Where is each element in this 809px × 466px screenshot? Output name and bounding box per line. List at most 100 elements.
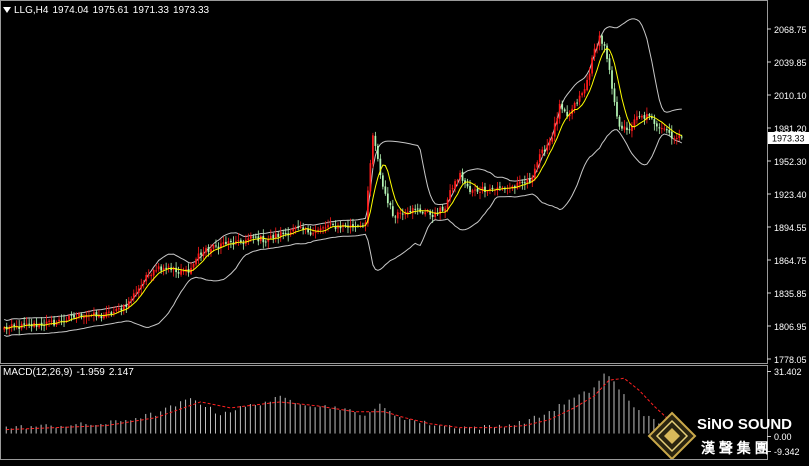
macd-main-value: -1.959 [76,367,105,378]
candle [377,143,379,162]
candle [329,217,332,228]
dropdown-triangle-icon[interactable] [3,7,11,13]
candle [294,225,297,234]
candle [670,125,673,145]
candle [638,111,641,120]
candle [132,289,135,302]
candle [130,296,133,305]
candle [391,199,394,218]
candle [523,175,526,190]
candle [337,222,339,234]
candle [182,267,185,275]
candle [401,208,404,221]
candle [122,304,125,315]
candle [536,160,539,172]
candle [429,209,432,220]
candle [215,239,217,249]
candle [611,66,613,95]
candle [481,182,484,194]
candle [202,246,205,260]
candle [678,129,681,142]
candle [548,137,551,151]
candle [404,208,407,220]
price-tick-label: 1894.55 [774,223,807,233]
candlestick-series [3,31,683,336]
candle [75,312,78,323]
candle [147,269,150,279]
candle [526,172,529,189]
candle [454,179,456,193]
candle [274,227,277,243]
candle [606,43,608,63]
candle [312,227,314,237]
candle [573,101,576,114]
candle [322,225,324,234]
candle [3,325,6,333]
macd-tick-label: 0.00 [774,432,792,442]
price-tick-label: 1864.75 [774,256,807,266]
candle [673,135,676,144]
candle [145,272,148,286]
candle [466,178,469,189]
candle [513,184,516,194]
moving-average-line [3,47,683,329]
candle [165,262,168,275]
candle [332,222,334,227]
candle [414,204,417,215]
candle [68,314,70,321]
candle [237,233,240,246]
candle [374,131,377,151]
macd-header: MACD(12,26,9) -1.959 2.147 [3,367,138,378]
candle [93,307,95,322]
candle [120,304,123,316]
candle [10,319,13,332]
candle [195,257,197,267]
candle [591,55,593,77]
candle [299,221,302,229]
candle [227,237,230,250]
candle [80,312,83,320]
price-axis: 2068.75 2039.85 2010.10 1981.20 1952.30 1923.… [767,25,809,365]
candle [125,299,128,313]
candle [456,178,459,187]
candle [381,172,384,190]
price-tick-label: 2039.85 [774,58,807,68]
candle [78,311,80,320]
chart-header: LLG,H4 1974.04 1975.61 1971.33 1973.33 [3,5,213,16]
candle [372,132,374,169]
candle [471,188,474,197]
candle [409,205,412,215]
candle [441,204,444,213]
candle [28,318,31,329]
price-tick-label: 1835.85 [774,289,807,299]
candle [588,67,591,86]
candle [225,236,227,246]
macd-tick-label: -9.342 [774,447,800,457]
candle [394,214,397,224]
candle [538,149,541,169]
candle [98,309,100,319]
price-tick-label: 1981.20 [774,124,807,134]
open-value: 1974.04 [52,5,89,16]
candle [200,249,202,262]
candle [197,246,200,264]
price-tick-label: 1806.95 [774,322,807,332]
candle [663,124,666,132]
candle [655,120,658,132]
candle [25,316,28,330]
candle [631,122,633,138]
candle [180,263,182,277]
candle [45,314,48,330]
candle [205,245,207,259]
candle [240,238,242,245]
logo-brand: SiNO SOUND [697,416,792,433]
candle [157,263,160,272]
macd-tick-label: 31.402 [774,367,802,377]
candle [576,98,579,107]
bollinger-upper-band [3,18,682,322]
candle [230,238,232,249]
candle [608,54,611,75]
candle [660,122,663,134]
